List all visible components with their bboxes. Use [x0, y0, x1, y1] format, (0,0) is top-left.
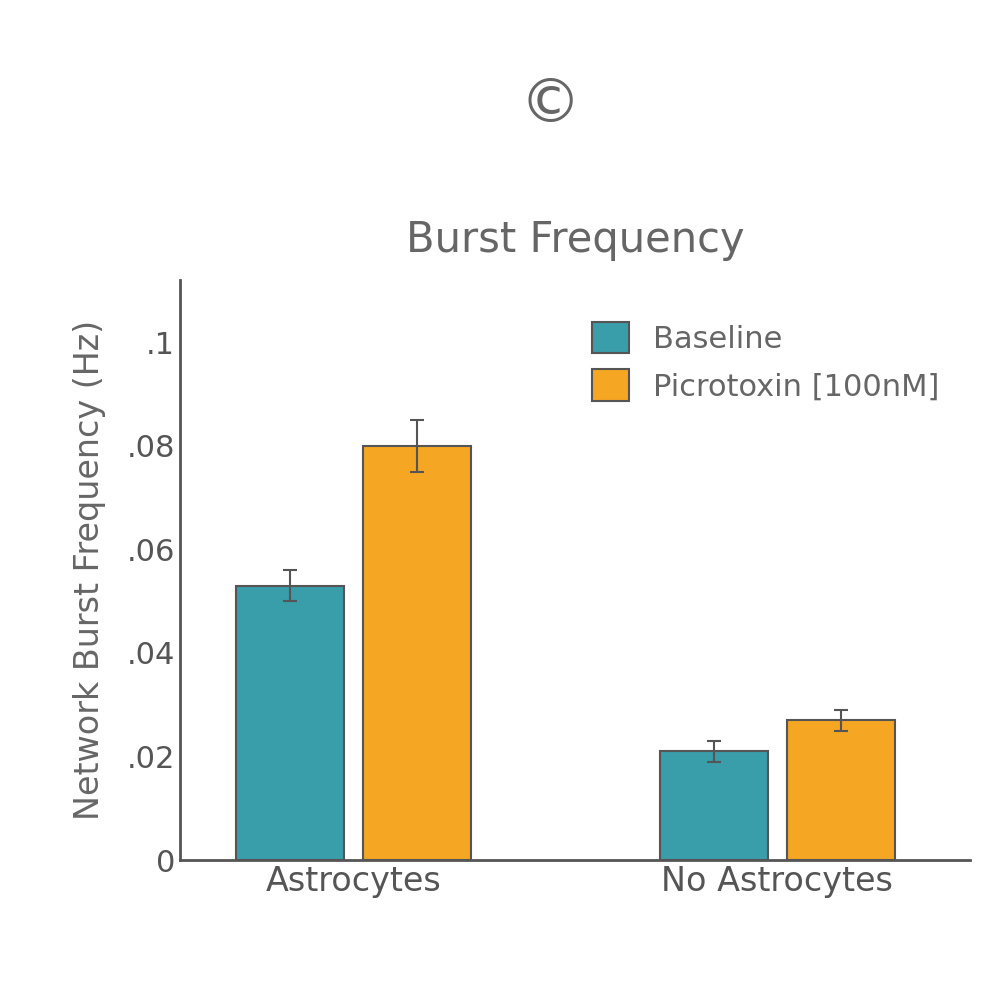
Bar [660, 751, 768, 860]
Bar [236, 586, 344, 860]
Bar [363, 446, 471, 860]
Legend: Baseline, Picrotoxin [100nM]: Baseline, Picrotoxin [100nM] [577, 307, 955, 417]
Title: Burst Frequency: Burst Frequency [406, 219, 744, 261]
Bar [787, 720, 895, 860]
Y-axis label: Network Burst Frequency (Hz): Network Burst Frequency (Hz) [73, 320, 106, 820]
Text: ©: © [519, 76, 581, 134]
